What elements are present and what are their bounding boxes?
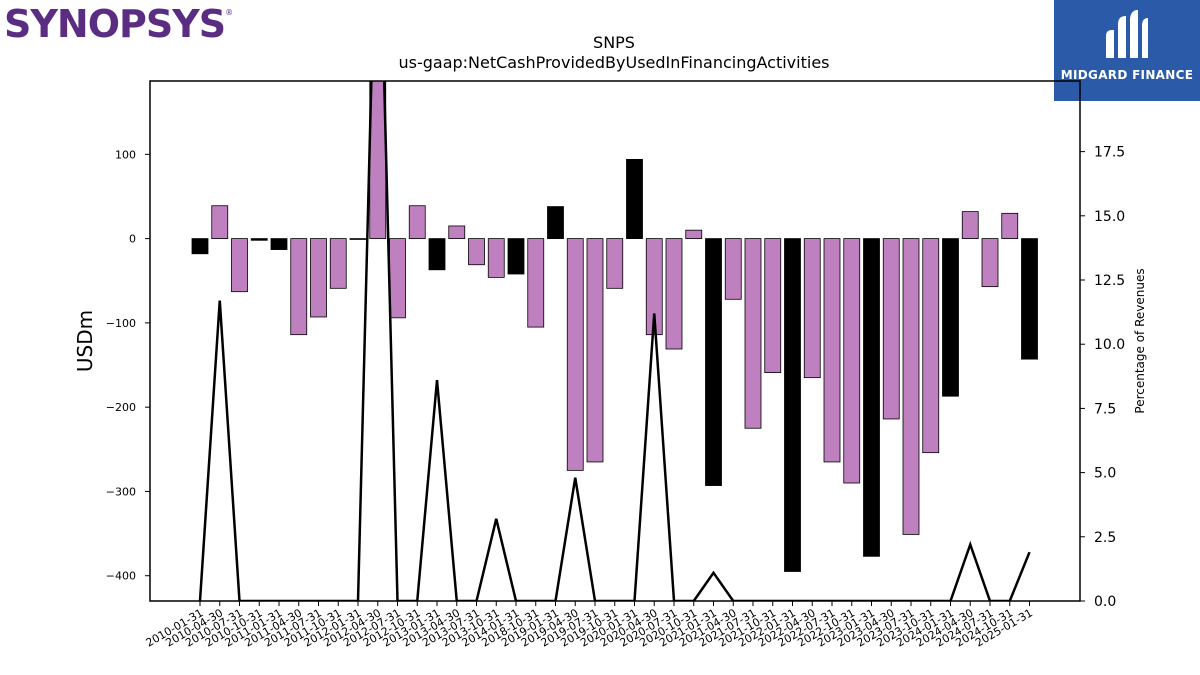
bar-2024-01-31 bbox=[942, 238, 959, 397]
bar-2023-04-30 bbox=[882, 238, 900, 420]
y-axis-label: USDm bbox=[73, 310, 97, 372]
synopsys-logo: SYNOPSYS® bbox=[4, 2, 233, 46]
bar-2012-04-30 bbox=[369, 81, 387, 240]
registered-mark: ® bbox=[225, 8, 234, 17]
y-tick-label: −400 bbox=[106, 570, 136, 583]
midgard-emblem-icon bbox=[1106, 10, 1148, 58]
y2-tick-label: 12.5 bbox=[1094, 273, 1125, 289]
bar-2023-07-31 bbox=[902, 238, 920, 535]
y2-tick-label: 15.0 bbox=[1094, 209, 1125, 225]
bars-layer bbox=[191, 81, 1038, 572]
bar-2013-01-31 bbox=[428, 238, 446, 271]
bar-2021-04-30 bbox=[724, 238, 742, 300]
bar-2020-04-30 bbox=[645, 238, 663, 336]
synopsys-logo-text: SYNOPSYS bbox=[4, 2, 226, 46]
y-tick-label: −100 bbox=[106, 317, 136, 330]
bar-2013-04-30 bbox=[448, 225, 466, 240]
bar-2020-01-31 bbox=[626, 158, 643, 240]
bar-2012-10-31 bbox=[408, 205, 426, 239]
bar-2010-01-31 bbox=[191, 238, 209, 255]
chart-title: SNPS bbox=[593, 33, 635, 52]
bar-2023-01-31 bbox=[863, 238, 880, 557]
x-axis: 2010-01-312010-04-302010-07-312010-10-31… bbox=[144, 601, 1035, 650]
y2-tick-label: 17.5 bbox=[1094, 145, 1125, 161]
bar-2019-01-31 bbox=[547, 206, 564, 240]
bar-2012-01-31 bbox=[349, 238, 367, 240]
bar-2022-07-31 bbox=[823, 238, 841, 463]
bar-2012-07-31 bbox=[389, 238, 406, 319]
bar-2010-07-31 bbox=[231, 238, 248, 293]
midgard-finance-label: MIDGARD FINANCE bbox=[1060, 68, 1194, 82]
y-axis-left: 100 0 −100 −200 −300 −400 bbox=[106, 148, 150, 583]
bar-2019-04-30 bbox=[566, 238, 584, 471]
bar-2011-01-31 bbox=[270, 238, 288, 250]
bar-2011-10-31 bbox=[329, 238, 347, 289]
bar-2023-10-31 bbox=[922, 238, 940, 454]
y2-tick-label: 7.5 bbox=[1094, 401, 1116, 417]
bar-2019-10-31 bbox=[606, 238, 624, 289]
y2-tick-label: 10.0 bbox=[1094, 337, 1125, 353]
y-axis-right: 0.0 2.5 5.0 7.5 10.0 12.5 15.0 17.5 bbox=[1080, 145, 1125, 610]
bar-2024-10-31 bbox=[1001, 212, 1019, 240]
bar-2024-04-30 bbox=[961, 211, 979, 240]
bar-2020-10-31 bbox=[685, 229, 703, 239]
bar-2013-10-31 bbox=[487, 238, 505, 278]
bar-2024-07-31 bbox=[981, 238, 999, 288]
bar-2021-07-31 bbox=[744, 238, 762, 429]
y-tick-label: 100 bbox=[115, 148, 136, 161]
y2-axis-label: Percentage of Revenues bbox=[1133, 268, 1147, 413]
bar-2022-04-30 bbox=[803, 238, 821, 379]
plot-frame bbox=[149, 80, 1081, 602]
bar-2020-07-31 bbox=[665, 238, 683, 350]
bar-2018-10-31 bbox=[527, 238, 545, 328]
bar-2014-01-31 bbox=[507, 238, 525, 275]
bar-2011-04-30 bbox=[290, 238, 308, 336]
y2-tick-label: 5.0 bbox=[1094, 466, 1116, 482]
bar-2010-04-30 bbox=[211, 205, 229, 239]
bar-2025-01-31 bbox=[1021, 238, 1038, 360]
bar-2011-07-31 bbox=[310, 238, 327, 318]
y2-tick-label: 2.5 bbox=[1094, 530, 1116, 546]
y2-tick-label: 0.0 bbox=[1094, 594, 1116, 610]
bar-2022-10-31 bbox=[843, 238, 861, 484]
bar-2013-07-31 bbox=[468, 238, 485, 266]
bar-2021-10-31 bbox=[764, 238, 782, 374]
y-tick-label: −200 bbox=[106, 401, 136, 414]
bar-2010-10-31 bbox=[250, 238, 268, 241]
y-tick-label: −300 bbox=[106, 485, 136, 498]
bar-2021-01-31 bbox=[705, 238, 722, 486]
y-tick-label: 0 bbox=[129, 233, 136, 246]
midgard-finance-logo: MIDGARD FINANCE bbox=[1054, 0, 1200, 101]
chart-subtitle: us-gaap:NetCashProvidedByUsedInFinancing… bbox=[398, 53, 829, 72]
bar-2019-07-31 bbox=[586, 238, 604, 463]
bar-2022-01-31 bbox=[784, 238, 801, 572]
